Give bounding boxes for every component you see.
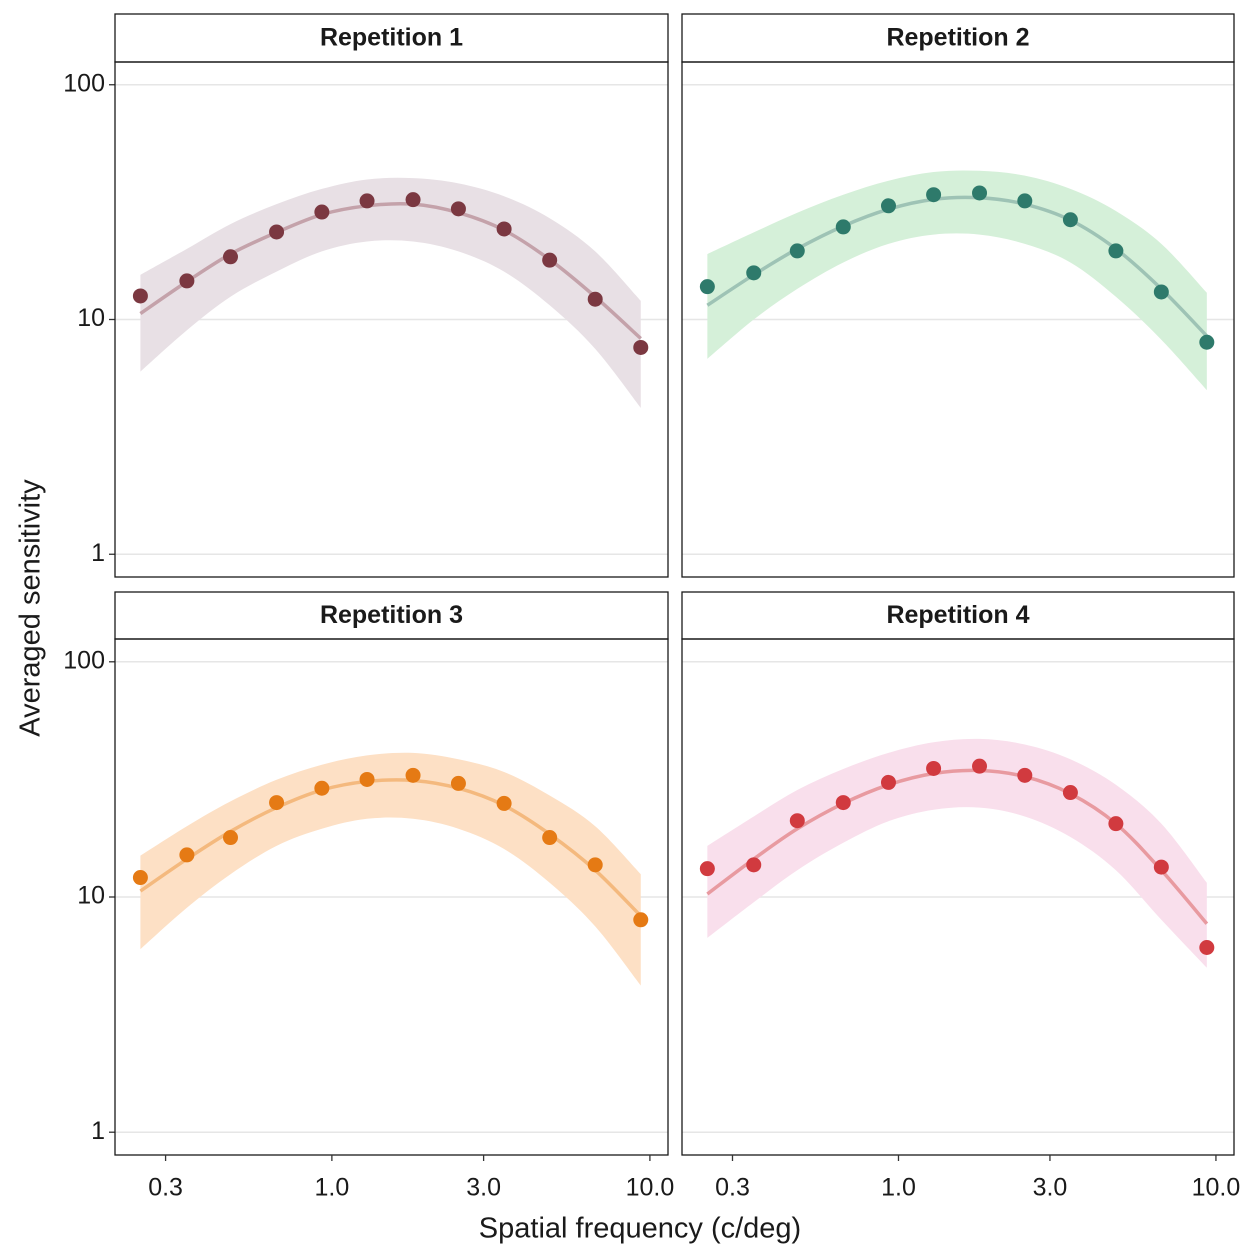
y-axis-label: Averaged sensitivity: [15, 479, 47, 737]
data-point: [405, 192, 421, 208]
data-point: [542, 830, 558, 846]
data-point: [972, 758, 988, 774]
data-point: [496, 221, 512, 237]
data-point: [314, 204, 330, 220]
data-point: [633, 912, 649, 928]
data-point: [835, 795, 851, 811]
y-tick-label: 1: [91, 1117, 105, 1145]
panel-title: Repetition 3: [320, 601, 463, 629]
data-point: [1108, 816, 1124, 832]
data-point: [223, 249, 239, 265]
y-tick-label: 100: [63, 69, 105, 97]
strip: [681, 13, 1235, 63]
y-tick-label: 10: [77, 304, 105, 332]
data-point: [405, 767, 421, 783]
x-tick-label: 10.0: [626, 1174, 675, 1202]
data-point: [699, 279, 715, 295]
x-tick-label: 0.3: [148, 1174, 183, 1202]
confidence-band: [140, 752, 641, 986]
confidence-band: [140, 177, 641, 408]
y-tick-label: 10: [77, 882, 105, 910]
data-point: [132, 870, 148, 886]
x-tick-label: 3.0: [466, 1174, 501, 1202]
data-point: [269, 795, 285, 811]
data-point: [269, 224, 285, 240]
y-tick-label: 1: [91, 539, 105, 567]
panel-border: [681, 638, 1235, 1156]
y-tick-label: 100: [63, 646, 105, 674]
data-point: [223, 830, 239, 846]
data-point: [1062, 212, 1078, 228]
data-point: [1153, 284, 1169, 300]
panel-border: [114, 61, 669, 578]
data-point: [746, 265, 762, 281]
data-point: [542, 252, 558, 268]
panel-title: Repetition 2: [886, 24, 1029, 52]
panel-border: [114, 638, 669, 1156]
panel-title: Repetition 1: [320, 24, 463, 52]
strip: [114, 13, 669, 63]
data-point: [359, 193, 375, 209]
x-tick-label: 10.0: [1192, 1174, 1241, 1202]
data-point: [450, 775, 466, 791]
strip: [681, 591, 1235, 640]
data-point: [746, 857, 762, 873]
data-point: [450, 201, 466, 217]
data-point: [496, 795, 512, 811]
panel-title: Repetition 4: [886, 601, 1029, 629]
fit-line: [706, 768, 1209, 925]
data-point: [132, 288, 148, 304]
data-point: [926, 187, 942, 203]
data-point: [1108, 243, 1124, 259]
confidence-band: [707, 738, 1207, 968]
data-point: [1199, 939, 1215, 955]
x-tick-label: 1.0: [314, 1174, 349, 1202]
data-point: [972, 185, 988, 201]
data-point: [880, 198, 896, 214]
data-point: [926, 760, 942, 776]
data-point: [789, 243, 805, 259]
data-point: [359, 771, 375, 787]
data-point: [633, 339, 649, 355]
data-point: [1153, 859, 1169, 875]
strip: [114, 591, 669, 640]
data-point: [1017, 767, 1033, 783]
data-point: [179, 273, 195, 289]
x-tick-label: 0.3: [715, 1174, 750, 1202]
data-point: [835, 219, 851, 235]
x-tick-label: 1.0: [881, 1174, 916, 1202]
data-point: [789, 813, 805, 829]
data-point: [179, 847, 195, 863]
data-point: [314, 780, 330, 796]
data-point: [1199, 334, 1215, 350]
data-point: [587, 857, 603, 873]
data-point: [880, 774, 896, 790]
confidence-band: [707, 170, 1207, 391]
panel-border: [681, 61, 1235, 578]
data-point: [587, 291, 603, 307]
x-tick-label: 3.0: [1033, 1174, 1068, 1202]
data-point: [1017, 193, 1033, 209]
data-point: [699, 861, 715, 877]
x-axis-label: Spatial frequency (c/deg): [479, 1213, 801, 1245]
data-point: [1062, 785, 1078, 801]
